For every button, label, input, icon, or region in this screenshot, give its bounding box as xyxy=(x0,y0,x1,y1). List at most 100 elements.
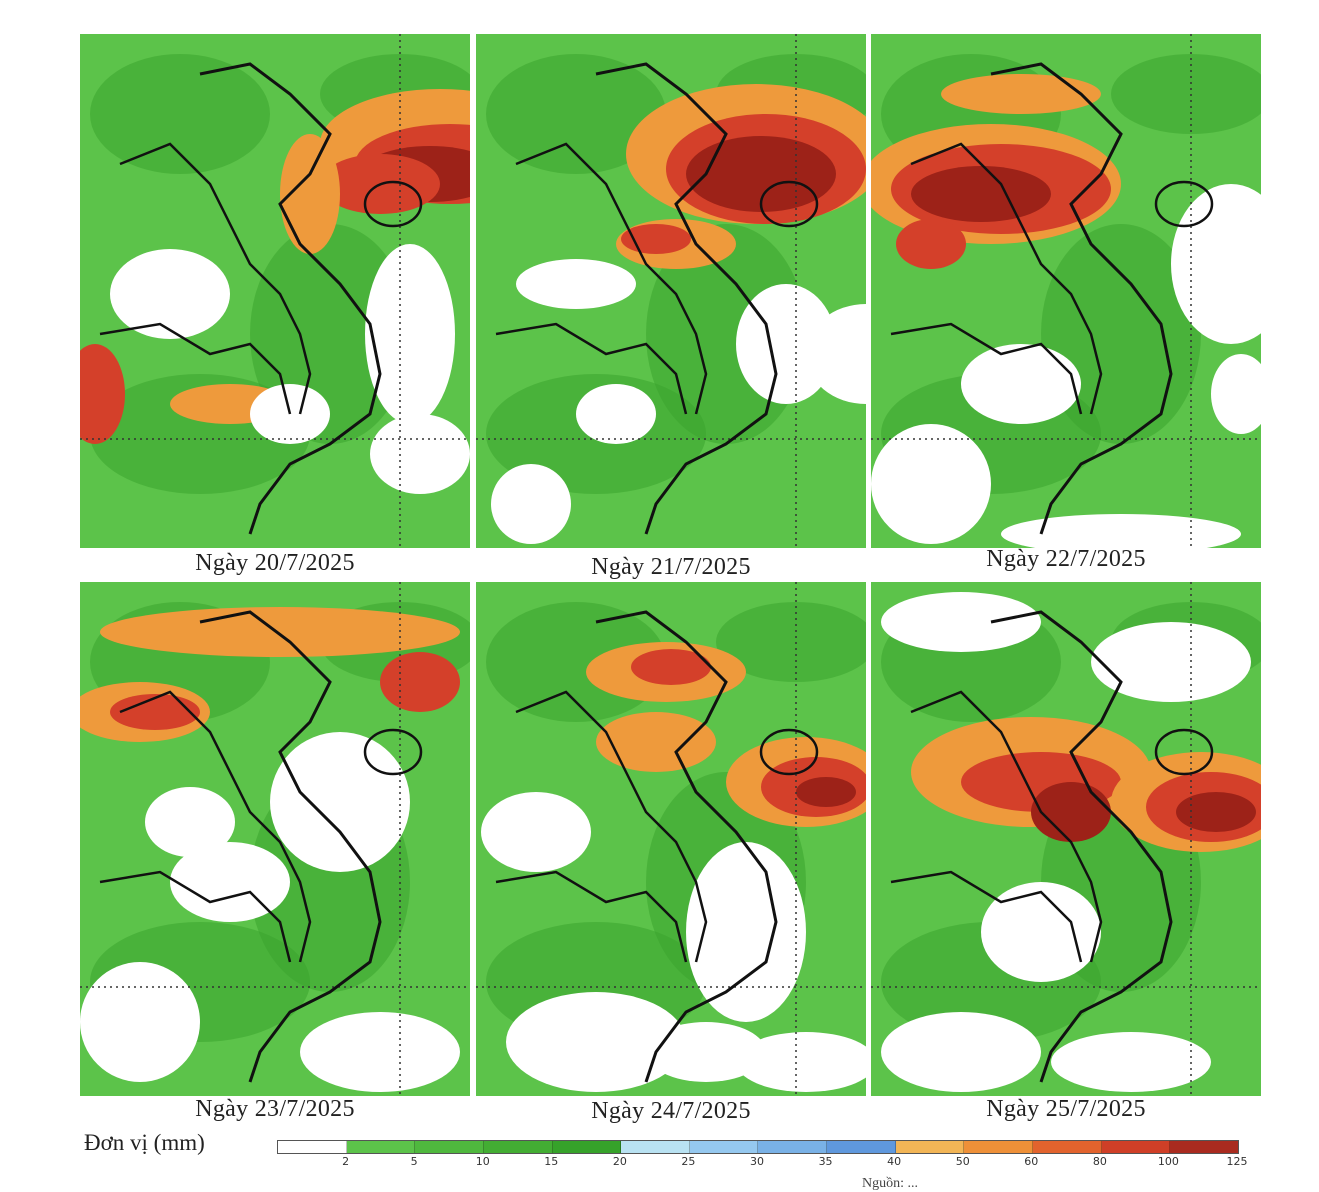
rainfall-map-3 xyxy=(871,34,1261,548)
coastline xyxy=(990,62,1173,535)
no-rain-area xyxy=(145,787,235,857)
colorbar-segment xyxy=(964,1141,1034,1153)
rainfall-map-5 xyxy=(476,582,866,1096)
colorbar-tick-label: 60 xyxy=(1024,1155,1039,1168)
panel-date-caption: Ngày 22/7/2025 xyxy=(986,546,1146,572)
country-border xyxy=(119,690,312,963)
coastline xyxy=(595,610,778,1083)
no-rain-area xyxy=(576,384,656,444)
coastline xyxy=(595,62,778,535)
rain-intensity-area xyxy=(100,607,460,657)
no-rain-area xyxy=(516,259,636,309)
colorbar-segment xyxy=(827,1141,896,1153)
country-border xyxy=(910,142,1103,415)
rain-intensity-area xyxy=(941,74,1101,114)
rainfall-map-6 xyxy=(871,582,1261,1096)
legend-colorbar xyxy=(277,1140,1239,1154)
rain-intensity-area xyxy=(686,136,836,212)
source-text: Nguồn: ... xyxy=(862,1176,918,1191)
rain-intensity-area xyxy=(280,134,340,254)
rain-intensity-area xyxy=(380,652,460,712)
country-border xyxy=(99,870,292,963)
rain-intensity-area xyxy=(1176,792,1256,832)
no-rain-area xyxy=(646,1022,766,1082)
colorbar-tick-label: 80 xyxy=(1092,1155,1107,1168)
country-border xyxy=(890,870,1083,963)
colorbar-tick-label: 40 xyxy=(887,1155,902,1168)
colorbar-segment xyxy=(1033,1141,1102,1153)
no-rain-area xyxy=(686,842,806,1022)
no-rain-area xyxy=(365,244,455,424)
no-rain-area xyxy=(300,1012,460,1092)
colorbar-tick-label: 20 xyxy=(612,1155,627,1168)
colorbar-tick-label: 15 xyxy=(544,1155,559,1168)
country-border xyxy=(890,322,1083,415)
no-rain-area xyxy=(506,992,686,1092)
no-rain-area xyxy=(736,284,836,404)
island-outline xyxy=(759,180,819,228)
colorbar-segment xyxy=(1170,1141,1238,1153)
country-border xyxy=(99,322,292,415)
island-outline xyxy=(363,180,423,228)
rain-intensity-area xyxy=(596,712,716,772)
rain-intensity-area xyxy=(110,694,200,730)
colorbar-segment xyxy=(621,1141,690,1153)
panel-date-caption: Ngày 24/7/2025 xyxy=(591,1098,751,1124)
rain-intensity-area xyxy=(1031,782,1111,842)
rain-intensity-area xyxy=(911,166,1051,222)
colorbar-segment xyxy=(278,1141,347,1153)
panel-date-caption: Ngày 21/7/2025 xyxy=(591,554,751,580)
no-rain-area xyxy=(80,962,200,1082)
no-rain-area xyxy=(491,464,571,544)
no-rain-area xyxy=(736,1032,866,1092)
country-border xyxy=(910,690,1103,963)
colorbar-segment xyxy=(1101,1141,1171,1153)
country-border xyxy=(515,142,708,415)
coastline xyxy=(199,62,382,535)
rainfall-map-panel-3 xyxy=(871,34,1261,548)
colorbar-segment xyxy=(346,1141,416,1153)
island-outline xyxy=(1154,728,1214,776)
rain-green-band xyxy=(1041,224,1201,444)
colorbar-tick-label: 10 xyxy=(475,1155,490,1168)
colorbar-tick-label: 25 xyxy=(681,1155,696,1168)
no-rain-area xyxy=(370,414,470,494)
coastline xyxy=(199,610,382,1083)
no-rain-area xyxy=(170,842,290,922)
legend-ticks: 2 5 10 15 20 25 30 35 40 50 60 80 100 125 xyxy=(277,1155,1247,1171)
colorbar-segment xyxy=(689,1141,759,1153)
colorbar-tick-label: 100 xyxy=(1157,1155,1179,1168)
country-border xyxy=(495,322,688,415)
rain-intensity-area xyxy=(896,219,966,269)
rainfall-map-2 xyxy=(476,34,866,548)
no-rain-area xyxy=(961,344,1081,424)
rainfall-map-panel-5 xyxy=(476,582,866,1096)
colorbar-segment xyxy=(552,1141,622,1153)
colorbar-tick-label: 5 xyxy=(410,1155,418,1168)
colorbar-segment xyxy=(758,1141,828,1153)
island-outline xyxy=(759,728,819,776)
colorbar-tick-label: 125 xyxy=(1226,1155,1248,1168)
rain-intensity-area xyxy=(80,344,125,444)
rainfall-map-panel-1 xyxy=(80,34,470,548)
colorbar-tick-label: 30 xyxy=(750,1155,764,1168)
panel-date-caption: Ngày 20/7/2025 xyxy=(195,550,355,576)
panel-date-caption: Ngày 25/7/2025 xyxy=(986,1096,1146,1122)
colorbar-segment xyxy=(483,1141,553,1153)
rain-green-band xyxy=(486,54,666,174)
no-rain-area xyxy=(110,249,230,339)
country-border xyxy=(515,690,708,963)
no-rain-area xyxy=(881,592,1041,652)
rainfall-map-panel-6 xyxy=(871,582,1261,1096)
no-rain-area xyxy=(1001,514,1241,548)
colorbar-tick-label: 35 xyxy=(818,1155,833,1168)
coastline xyxy=(990,610,1173,1083)
no-rain-area xyxy=(871,424,991,544)
rainfall-map-1 xyxy=(80,34,470,548)
rain-green-band xyxy=(90,54,270,174)
rainfall-map-panel-4 xyxy=(80,582,470,1096)
legend-unit-label: Đơn vị (mm) xyxy=(84,1130,205,1155)
panel-date-caption: Ngày 23/7/2025 xyxy=(195,1096,355,1122)
no-rain-area xyxy=(270,732,410,872)
colorbar-tick-label: 2 xyxy=(342,1155,350,1168)
